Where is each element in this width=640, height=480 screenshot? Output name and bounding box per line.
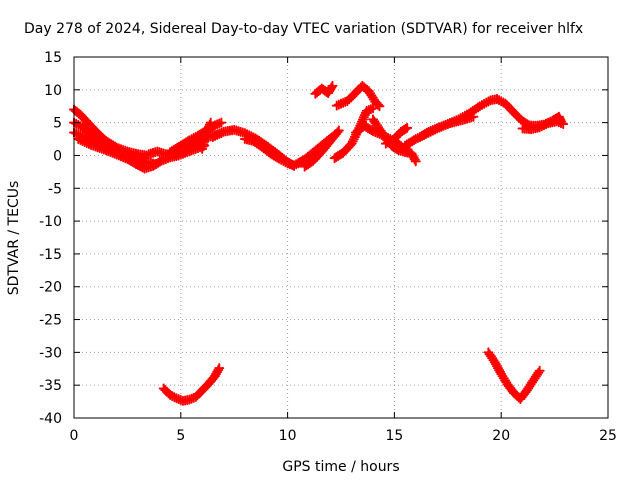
y-tick-label: 5 [53,116,62,132]
x-tick-label: 15 [385,428,403,444]
plot-frame [73,56,609,419]
y-tick-label: 15 [44,50,62,66]
data-point [374,101,385,112]
y-tick-label: -15 [39,247,62,263]
y-tick-label: -40 [39,411,62,427]
data-point [214,363,225,374]
axis-ticks: 0 5 10 15 20 25 15 10 5 0 -5 -10 -15 -20 -25 -30 -35 -40 [39,50,617,444]
series-track-late-tail [517,116,569,135]
y-tick-label: 0 [53,148,62,164]
data-point [216,117,227,128]
x-tick-label: 5 [176,428,185,444]
series-track-deep-2 [483,347,545,404]
data-point [558,118,569,129]
data-point [327,80,338,91]
chart-title: Day 278 of 2024, Sidereal Day-to-day VTE… [24,21,583,37]
y-tick-label: -5 [48,181,62,197]
x-axis-label: GPS time / hours [282,459,399,475]
y-axis-label: SDTVAR / TECUs [6,181,22,296]
x-tick-label: 10 [279,428,297,444]
data-point [333,125,344,136]
series-track-spike [197,117,216,154]
y-tick-label: -10 [39,214,62,230]
data-point [205,117,216,128]
x-tick-label: 20 [492,428,510,444]
data-marks [69,80,569,406]
series-track-high-arc [331,80,385,112]
x-tick-label: 0 [70,428,79,444]
y-tick-label: -25 [39,313,62,329]
data-point [406,148,417,159]
series-track-mid-b [380,122,413,149]
series-track-early-c [69,127,161,169]
series-track-deep-1 [158,363,225,406]
series-track-high-start [310,80,338,99]
data-point [402,122,413,133]
data-point [468,111,479,122]
y-tick-label: -30 [39,345,62,361]
data-point [368,103,379,114]
data-point-fill [373,99,384,110]
data-point [534,365,545,376]
data-point [410,156,421,167]
y-tick-label: 10 [44,83,62,99]
x-tick-label: 25 [599,428,617,444]
y-tick-label: -20 [39,280,62,296]
grid-lines [74,57,608,418]
y-tick-label: -35 [39,378,62,394]
series-track-late-rise-b [415,111,479,143]
series-track-climb-b [299,125,344,172]
